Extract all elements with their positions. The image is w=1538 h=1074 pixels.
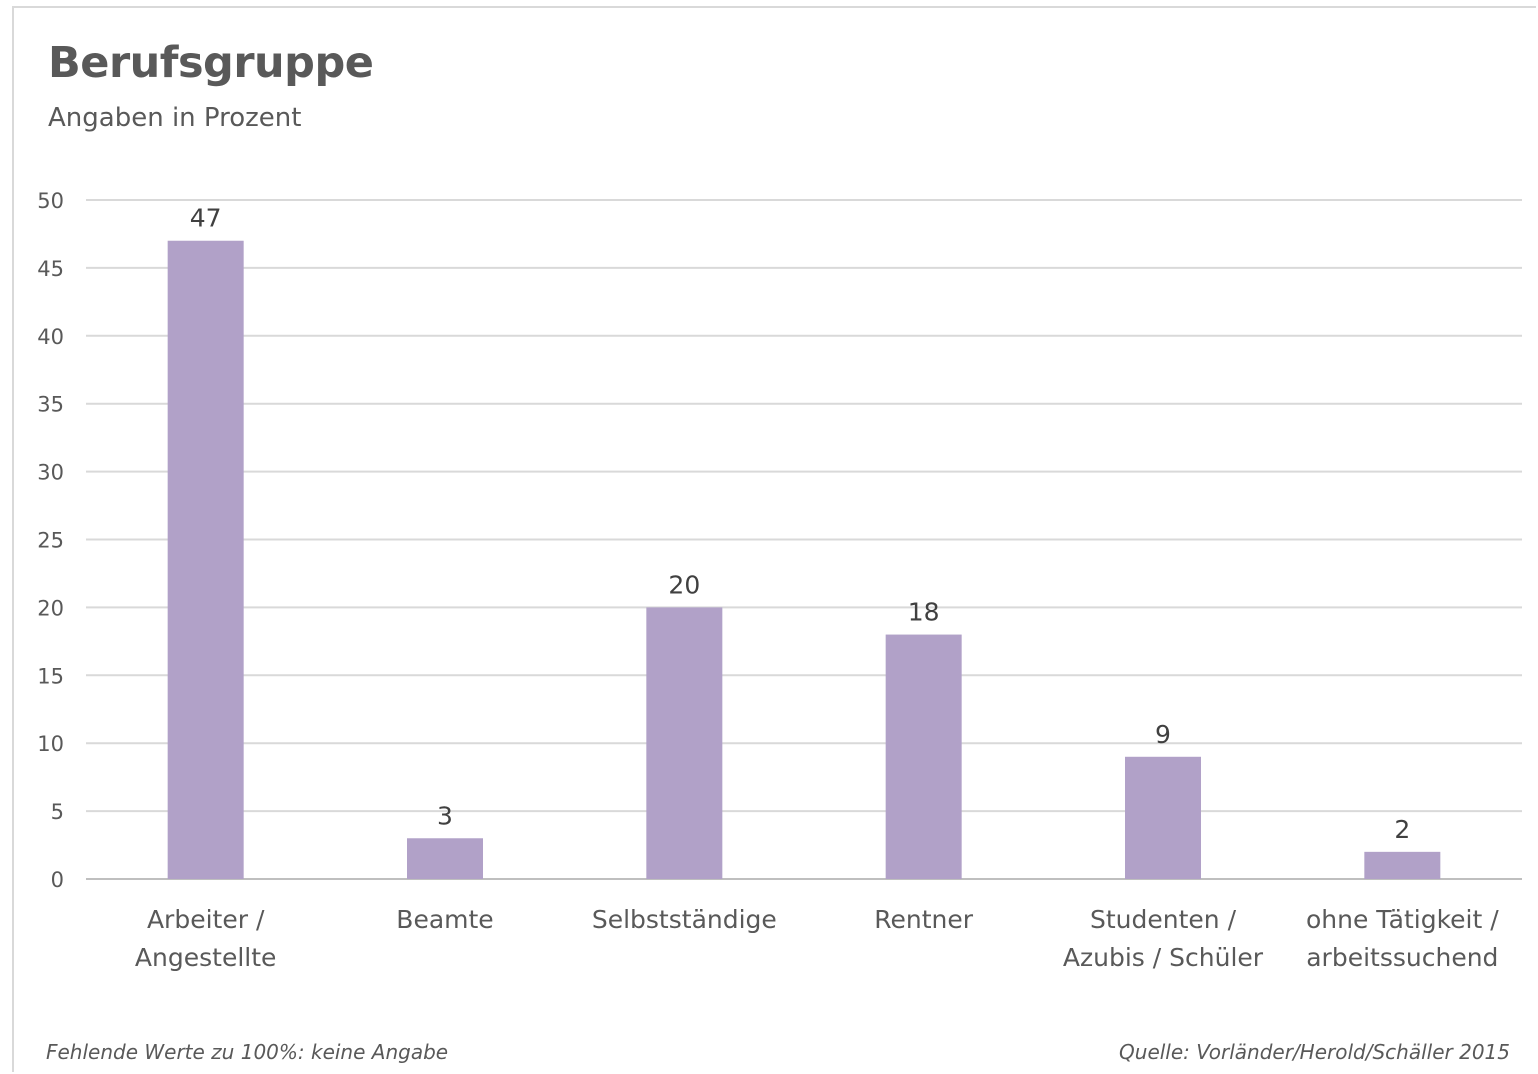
x-tick-label-line: arbeitssuchend bbox=[1306, 943, 1498, 972]
data-label: 18 bbox=[908, 598, 940, 627]
bar-2 bbox=[646, 607, 723, 879]
bars bbox=[167, 240, 1441, 880]
x-tick-label-line: Rentner bbox=[874, 905, 974, 934]
footnote-missing-values: Fehlende Werte zu 100%: keine Angabe bbox=[46, 1040, 449, 1064]
y-tick-label: 45 bbox=[37, 257, 64, 281]
y-tick-label: 0 bbox=[51, 868, 64, 892]
data-label: 9 bbox=[1155, 720, 1171, 749]
y-tick-label: 5 bbox=[51, 800, 64, 824]
x-tick-label: Selbstständige bbox=[592, 905, 777, 934]
x-tick-label: Arbeiter / Angestellte bbox=[135, 905, 276, 972]
y-tick-label: 20 bbox=[37, 596, 64, 620]
x-tick-label-line: Studenten / bbox=[1090, 905, 1237, 934]
x-tick-label: Rentner bbox=[874, 905, 974, 934]
x-tick-label-line: Azubis / Schüler bbox=[1063, 943, 1264, 972]
x-tick-label-line: Angestellte bbox=[135, 943, 276, 972]
y-tick-label: 15 bbox=[37, 664, 64, 688]
y-tick-label: 25 bbox=[37, 529, 64, 553]
data-label: 20 bbox=[668, 570, 700, 599]
y-tick-label: 40 bbox=[37, 325, 64, 349]
data-label: 2 bbox=[1394, 815, 1410, 844]
gridlines bbox=[86, 199, 1522, 880]
y-tick-label: 35 bbox=[37, 393, 64, 417]
x-axis-labels: Arbeiter / Angestellte Beamte Selbstständig… bbox=[135, 905, 1499, 972]
bar-0 bbox=[167, 240, 244, 880]
x-tick-label-line: Selbstständige bbox=[592, 905, 777, 934]
footnote-source: Quelle: Vorländer/Herold/Schäller 2015 bbox=[1119, 1040, 1510, 1064]
chart-subtitle: Angaben in Prozent bbox=[48, 103, 302, 133]
x-tick-label: ohne Tätigkeit / arbeitssuchend bbox=[1306, 905, 1499, 972]
bar-3 bbox=[885, 634, 962, 879]
bar-4 bbox=[1125, 756, 1201, 879]
x-tick-label: Studenten / Azubis / Schüler bbox=[1063, 905, 1264, 972]
y-tick-label: 30 bbox=[37, 461, 64, 485]
x-tick-label-line: Beamte bbox=[396, 905, 493, 934]
y-axis-ticks: 0 5 10 15 20 25 30 35 40 45 50 bbox=[37, 189, 64, 892]
x-tick-label: Beamte bbox=[396, 905, 493, 934]
data-labels: 47 3 20 18 9 2 bbox=[190, 204, 1411, 844]
bar-1 bbox=[407, 838, 483, 879]
data-label: 3 bbox=[437, 801, 453, 830]
bar-5 bbox=[1364, 851, 1441, 879]
x-tick-label-line: ohne Tätigkeit / bbox=[1306, 905, 1499, 934]
x-tick-label-line: Arbeiter / bbox=[147, 905, 265, 934]
chart-frame bbox=[12, 6, 1536, 1072]
y-tick-label: 10 bbox=[37, 732, 64, 756]
chart-title: Berufsgruppe bbox=[48, 38, 374, 88]
data-label: 47 bbox=[190, 204, 222, 233]
y-tick-label: 50 bbox=[37, 189, 64, 213]
